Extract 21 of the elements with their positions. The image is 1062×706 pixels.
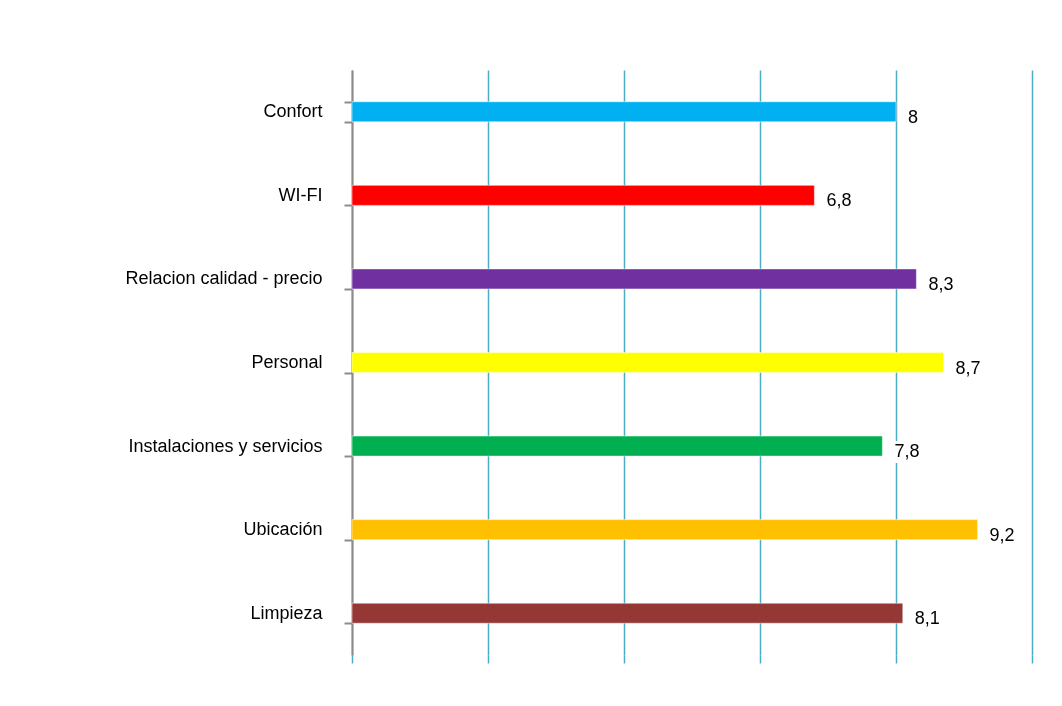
data-label: 7,8: [894, 441, 920, 462]
bar: [351, 435, 883, 457]
data-label: 6,8: [826, 190, 852, 211]
data-label: 9,2: [989, 524, 1015, 545]
data-label: 8,3: [928, 273, 954, 294]
y-tick-label: Confort: [263, 101, 323, 122]
bar: [351, 602, 904, 624]
bar: [351, 519, 978, 540]
y-tick-label: WI-FI: [278, 184, 323, 205]
y-tick-label: Personal: [251, 352, 323, 372]
data-label: 8,1: [914, 608, 940, 629]
data-label: 8,7: [955, 357, 981, 378]
y-tick-label: Relacion calidad - precio: [125, 268, 323, 289]
y-tick-label: Limpieza: [250, 602, 324, 623]
y-tick-label: Ubicación: [243, 519, 323, 540]
bar: [351, 268, 917, 290]
bar: [351, 352, 944, 373]
data-label: 8: [908, 106, 919, 127]
bar: [351, 101, 897, 123]
y-tick-label: Instalaciones y servicios: [128, 435, 323, 456]
bar: [351, 185, 815, 206]
